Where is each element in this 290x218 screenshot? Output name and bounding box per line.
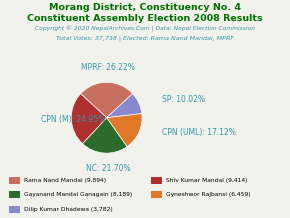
Text: Morang District, Constituency No. 4: Morang District, Constituency No. 4 (49, 3, 241, 12)
Text: Copyright © 2020 NepalArchives.Com | Data: Nepal Election Commission: Copyright © 2020 NepalArchives.Com | Dat… (35, 26, 255, 32)
Text: Shiv Kumar Mandal (9,414): Shiv Kumar Mandal (9,414) (166, 178, 248, 183)
Wedge shape (71, 94, 107, 144)
Text: Dilip Kumar Dhadewa (3,782): Dilip Kumar Dhadewa (3,782) (24, 207, 113, 211)
Wedge shape (107, 114, 142, 147)
Text: Rama Nand Mandal (9,894): Rama Nand Mandal (9,894) (24, 178, 106, 183)
Text: Gyneshwor Rajbansi (6,459): Gyneshwor Rajbansi (6,459) (166, 192, 251, 197)
Wedge shape (81, 82, 133, 118)
Text: SP: 10.02%: SP: 10.02% (162, 95, 204, 104)
Text: NC: 21.70%: NC: 21.70% (86, 164, 131, 174)
Text: Total Votes: 37,738 | Elected: Rama Nand Mandal, MPRF: Total Votes: 37,738 | Elected: Rama Nand… (56, 35, 234, 41)
Text: CPN (M): 24.95%: CPN (M): 24.95% (41, 115, 106, 124)
Text: Constituent Assembly Election 2008 Results: Constituent Assembly Election 2008 Resul… (27, 14, 263, 23)
Wedge shape (107, 94, 142, 118)
Text: CPN (UML): 17.12%: CPN (UML): 17.12% (162, 128, 235, 137)
Wedge shape (82, 118, 127, 153)
Text: MPRF: 26.22%: MPRF: 26.22% (81, 63, 135, 72)
Text: Gayanand Mandal Ganagain (8,189): Gayanand Mandal Ganagain (8,189) (24, 192, 132, 197)
